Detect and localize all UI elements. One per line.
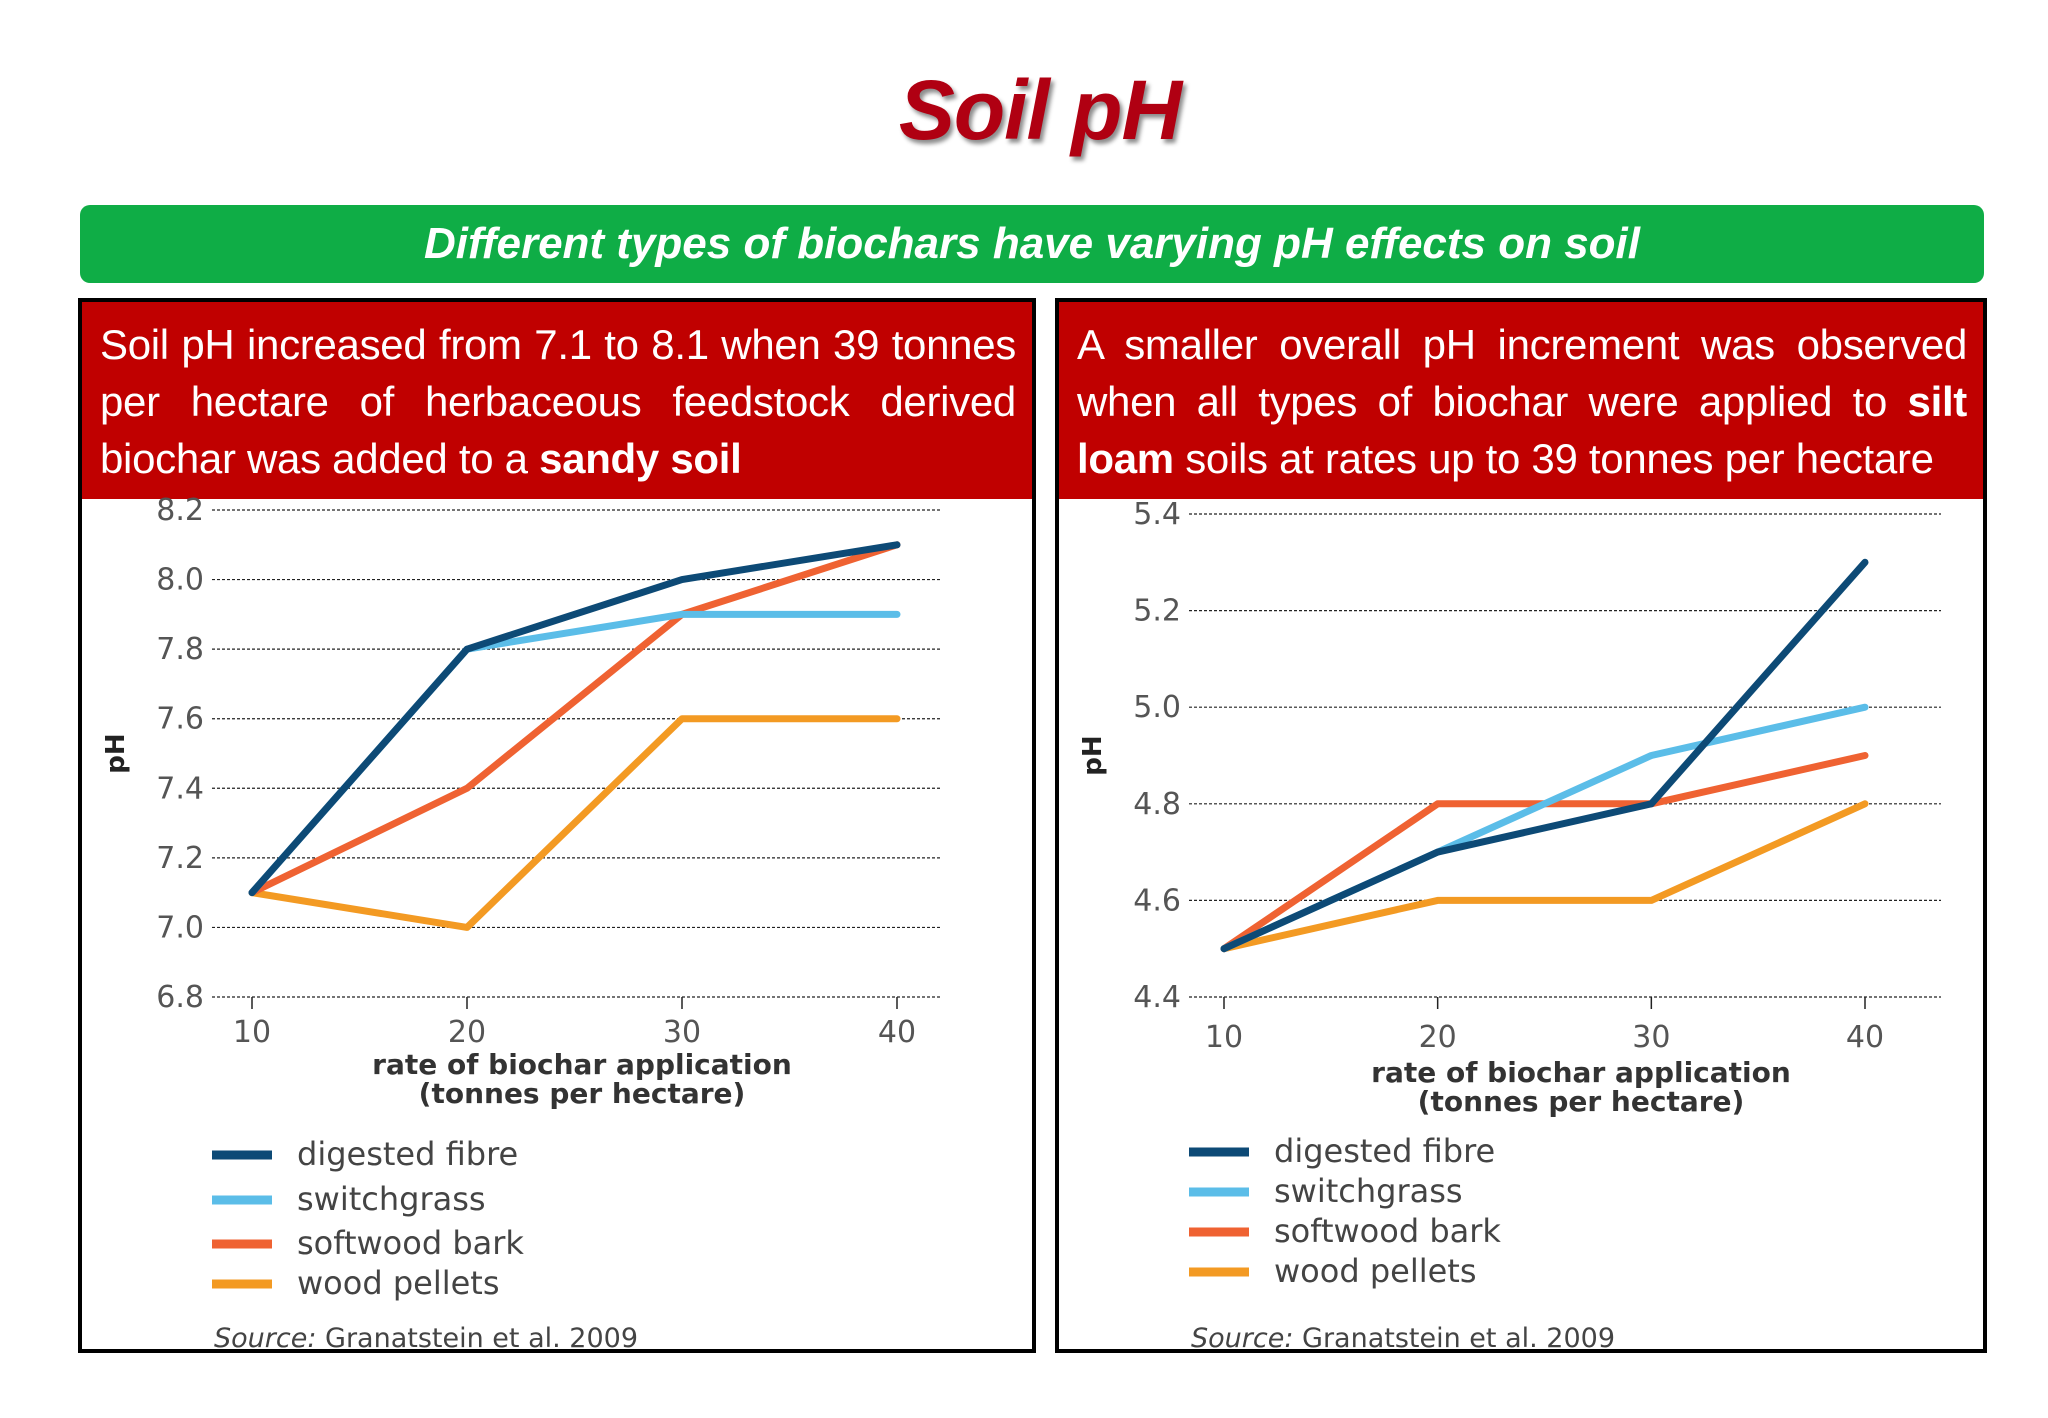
chart0-ytick-label: 7.8 (156, 632, 204, 667)
chart1-ytick-label: 4.8 (1133, 787, 1181, 822)
chart0-legend-label-softwood-bark: softwood bark (297, 1224, 524, 1262)
chart0-ylabel: pH (101, 733, 131, 773)
chart1-ytick-label: 4.4 (1133, 980, 1181, 1015)
left-chart: 6.8 7.0 7.2 7.4 7.6 7.8 8.0 8.2 10 20 30 40 pH rate o… (101, 493, 942, 1350)
chart1-ytick-label: 4.6 (1133, 883, 1181, 918)
chart1-xtick-label: 10 (1205, 1020, 1243, 1055)
chart0-xtick-label: 30 (663, 1015, 701, 1050)
chart0-source-note: Source: Granatstein et al. 2009 (214, 1323, 638, 1350)
chart1-legend-label-softwood-bark: softwood bark (1274, 1212, 1501, 1250)
right-panel: A smaller overall pH increment was obser… (1055, 298, 1987, 1353)
chart0-xlabel-line1: rate of biochar application (372, 1048, 792, 1081)
chart1-legend-label-digested-fibre: digested fibre (1274, 1132, 1495, 1170)
banner-text: Different types of biochars have varying… (423, 219, 1641, 268)
chart0-ytick-label: 8.2 (156, 493, 204, 528)
page-title: Soil pH (898, 63, 1182, 157)
chart1-xlabel-line1: rate of biochar application (1371, 1056, 1791, 1089)
chart0-ytick-label: 7.6 (156, 702, 204, 737)
chart0-source-label: Source: (214, 1323, 316, 1350)
chart1-xlabel-line2: (tonnes per hectare) (1418, 1085, 1745, 1118)
chart0-source-text: Granatstein et al. 2009 (316, 1323, 638, 1350)
right-header-bold: silt loam (1077, 378, 1967, 482)
chart0-series-wood-pellets (248, 715, 901, 931)
chart0-ytick-label: 6.8 (156, 980, 204, 1015)
chart0-ytick-label: 8.0 (156, 563, 204, 598)
left-header-text: Soil pH increased from 7.1 to 8.1 when 3… (100, 321, 1016, 482)
subtitle-banner: Different types of biochars have varying… (80, 205, 1984, 283)
right-header-tail: soils at rates up to 39 tonnes per hecta… (1173, 435, 1934, 482)
right-panel-header: A smaller overall pH increment was obser… (1059, 302, 1983, 499)
right-header-text: A smaller overall pH increment was obser… (1077, 321, 1967, 425)
chart0-xtick-label: 10 (233, 1015, 271, 1050)
chart1-source-label: Source: (1191, 1323, 1293, 1350)
chart0-xtick-label: 40 (878, 1015, 916, 1050)
chart1-source-text: Granatstein et al. 2009 (1293, 1323, 1615, 1350)
left-panel-header: Soil pH increased from 7.1 to 8.1 when 3… (82, 302, 1032, 499)
chart0-legend-label-wood-pellets: wood pellets (297, 1264, 500, 1302)
chart0-ytick-label: 7.4 (156, 771, 204, 806)
chart0-xlabel-line2: (tonnes per hectare) (419, 1077, 746, 1110)
chart1-source-note: Source: Granatstein et al. 2009 (1191, 1323, 1615, 1350)
left-header-bold: sandy soil (539, 435, 742, 482)
chart0-series-digested-fibre (248, 541, 901, 897)
chart0-ytick-label: 7.0 (156, 910, 204, 945)
chart1-xtick-label: 30 (1632, 1020, 1670, 1055)
right-chart: 4.4 4.6 4.8 5.0 5.2 5.4 10 20 30 40 pH rate of bioc… (1078, 497, 1941, 1350)
chart1-ylabel: pH (1078, 735, 1108, 775)
chart0-xtick-label: 20 (448, 1015, 486, 1050)
chart1-legend-label-wood-pellets: wood pellets (1274, 1252, 1477, 1290)
chart0-legend-label-digested-fibre: digested fibre (297, 1135, 518, 1173)
chart1-series-wood-pellets (1220, 800, 1869, 953)
chart1-xtick-label: 20 (1419, 1020, 1457, 1055)
chart1-ytick-label: 5.2 (1133, 594, 1181, 629)
chart0-legend-label-switchgrass: switchgrass (297, 1180, 486, 1218)
chart1-series-digested-fibre (1220, 558, 1869, 953)
chart1-legend-label-switchgrass: switchgrass (1274, 1172, 1463, 1210)
chart0-series-switchgrass (248, 610, 901, 897)
left-panel: Soil pH increased from 7.1 to 8.1 when 3… (78, 298, 1036, 1353)
chart1-series-softwood-bark (1220, 752, 1869, 953)
chart0-series-softwood-bark (248, 541, 901, 897)
chart0-ytick-label: 7.2 (156, 841, 204, 876)
chart1-xtick-label: 40 (1846, 1020, 1884, 1055)
chart1-ytick-label: 5.0 (1133, 690, 1181, 725)
chart1-ytick-label: 5.4 (1133, 497, 1181, 532)
